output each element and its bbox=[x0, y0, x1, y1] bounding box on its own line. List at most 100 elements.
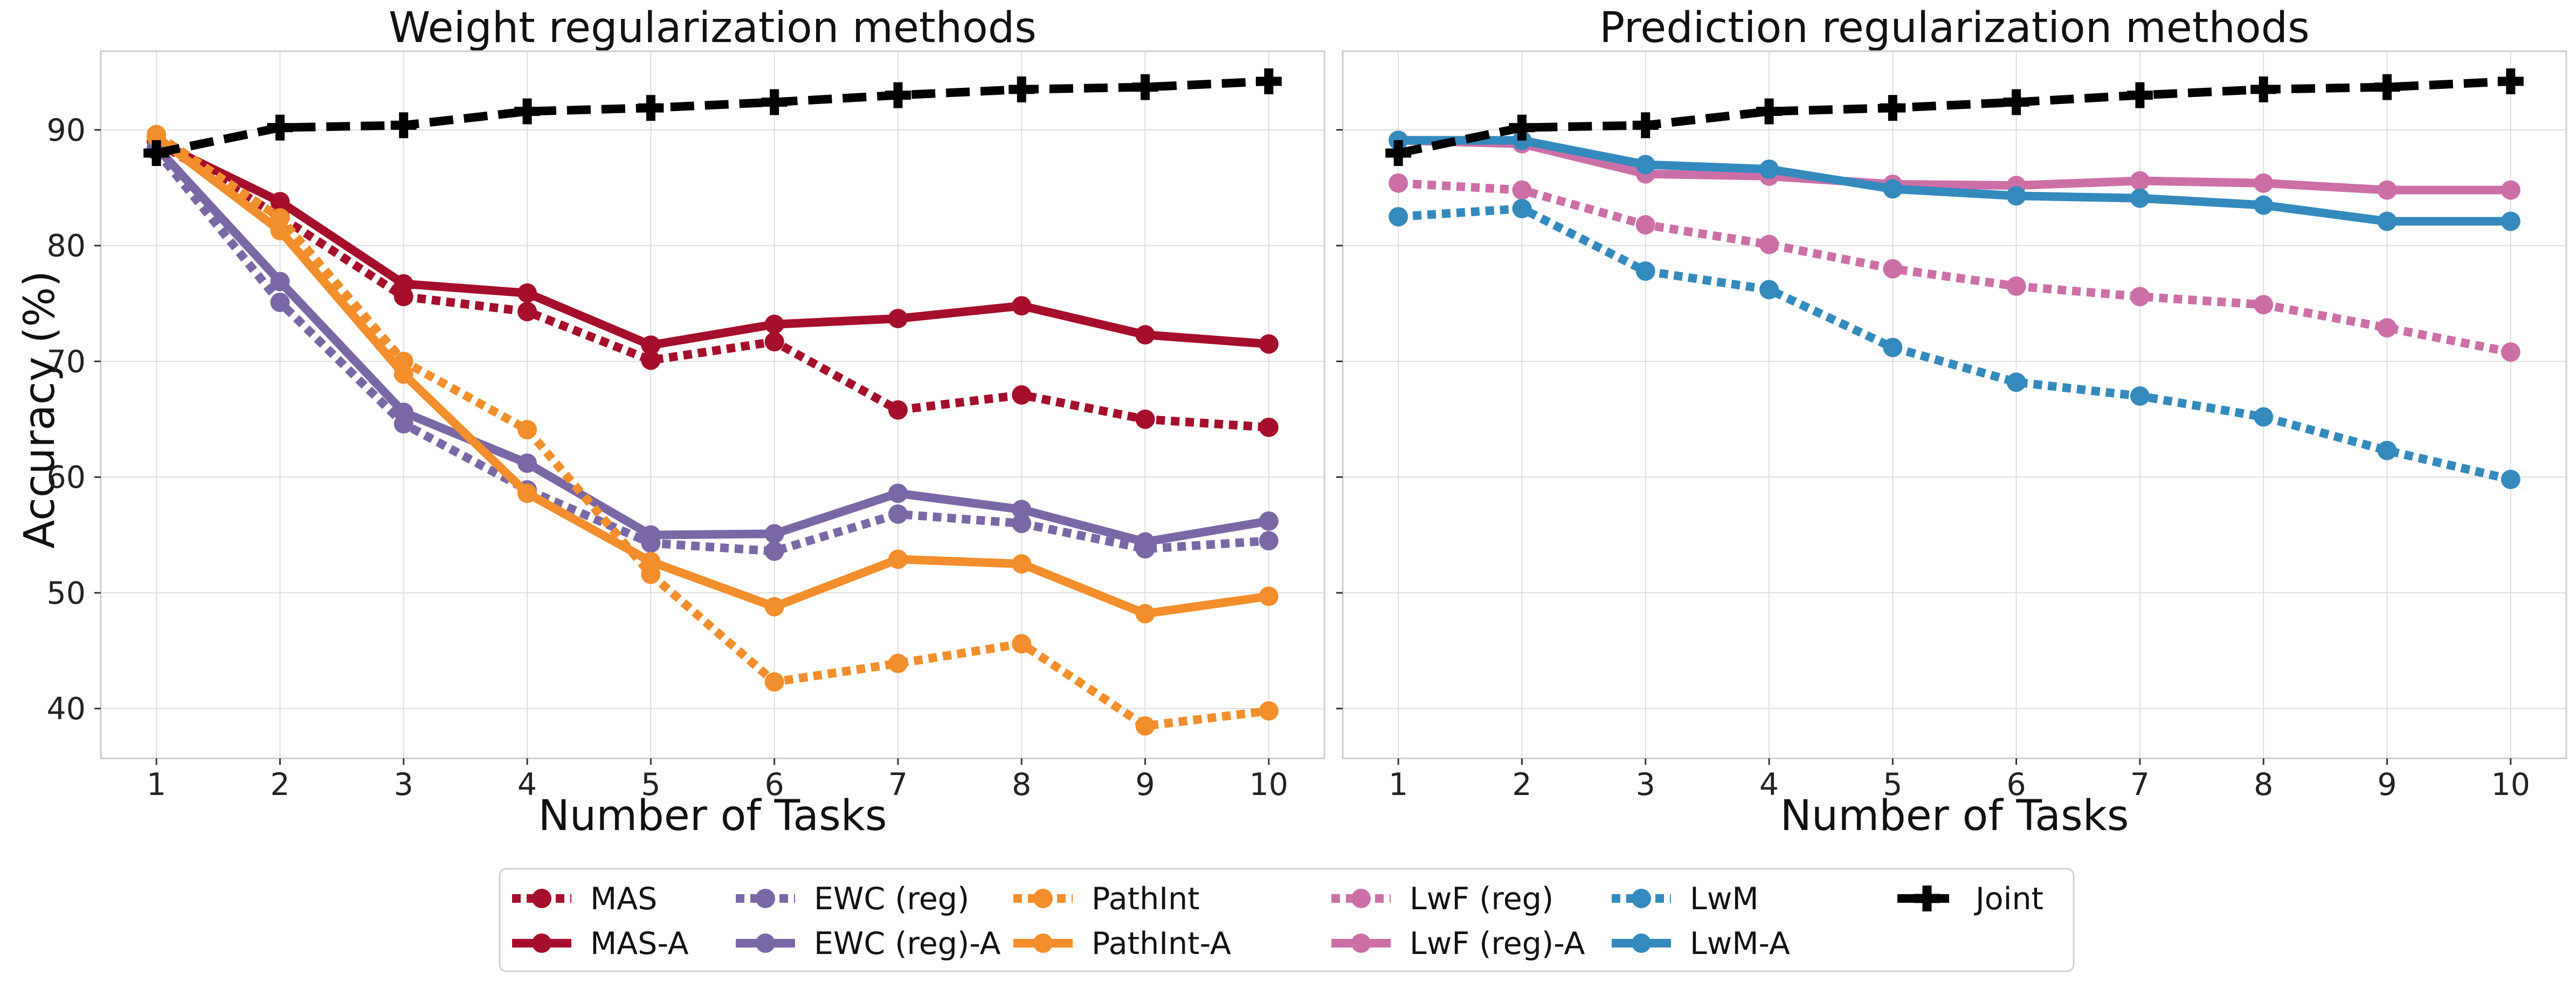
legend-marker bbox=[756, 933, 775, 953]
series-line bbox=[154, 133, 1269, 618]
data-point bbox=[270, 220, 290, 240]
data-point bbox=[1135, 604, 1155, 624]
x-tick-label: 6 bbox=[2007, 767, 2026, 803]
data-point bbox=[1135, 325, 1155, 345]
legend: MAS MAS-A EWC (reg) EWC (reg)-A PathInt PathI… bbox=[499, 868, 2075, 972]
data-point bbox=[761, 89, 788, 115]
data-point bbox=[2250, 76, 2277, 102]
legend-marker bbox=[1632, 933, 1651, 953]
legend-label: MAS-A bbox=[590, 926, 689, 962]
data-point bbox=[885, 82, 911, 108]
legend-label: LwM-A bbox=[1690, 926, 1790, 962]
legend-entry-lwf-reg: LwF (reg) bbox=[1331, 881, 1553, 917]
data-point bbox=[641, 350, 661, 370]
series-line bbox=[1398, 178, 2512, 357]
panel-prediction-regularization: Prediction regularization methods Number… bbox=[1336, 4, 2567, 840]
data-point bbox=[1635, 215, 1655, 235]
data-point bbox=[1012, 500, 1032, 520]
legend-marker bbox=[532, 933, 551, 953]
data-point bbox=[1635, 261, 1655, 281]
x-tick-label: 3 bbox=[1636, 767, 1655, 803]
data-point bbox=[390, 112, 417, 139]
series-line bbox=[153, 148, 1269, 556]
data-point bbox=[1509, 114, 1535, 141]
legend-marker bbox=[1351, 933, 1371, 953]
data-point bbox=[517, 483, 537, 503]
data-point bbox=[764, 597, 784, 617]
data-point bbox=[1385, 140, 1412, 166]
data-point bbox=[1883, 259, 1903, 279]
data-point bbox=[1259, 586, 1279, 606]
data-point bbox=[1255, 68, 1282, 94]
data-point bbox=[764, 672, 784, 692]
legend-label: PathInt-A bbox=[1092, 926, 1231, 962]
data-point bbox=[1135, 409, 1155, 429]
data-point bbox=[514, 98, 541, 125]
x-tick-label: 1 bbox=[1389, 767, 1408, 803]
data-point bbox=[393, 364, 413, 384]
legend-entry-lwm: LwM bbox=[1612, 881, 1759, 917]
data-point bbox=[1389, 207, 1408, 227]
legend-label: LwF (reg) bbox=[1410, 881, 1553, 917]
data-point bbox=[267, 114, 293, 141]
data-point bbox=[1635, 155, 1655, 175]
data-point bbox=[2501, 211, 2520, 231]
x-tick-label: 5 bbox=[641, 767, 660, 803]
data-point bbox=[1259, 531, 1279, 551]
data-point bbox=[2006, 372, 2026, 392]
x-tick-label: 1 bbox=[147, 767, 166, 803]
data-point bbox=[2501, 180, 2520, 200]
data-point bbox=[2497, 68, 2524, 94]
y-tick-label: 60 bbox=[46, 460, 86, 495]
data-point bbox=[888, 400, 908, 420]
data-point bbox=[517, 302, 537, 322]
data-point bbox=[2377, 440, 2397, 460]
series-line bbox=[153, 144, 1270, 547]
y-tick-label: 50 bbox=[46, 576, 86, 611]
data-point bbox=[2254, 173, 2274, 193]
series-lwf-reg bbox=[1389, 173, 2520, 362]
legend-label: EWC (reg)-A bbox=[814, 926, 1001, 962]
data-point bbox=[1759, 234, 1779, 254]
legend-entry-joint: Joint bbox=[1897, 881, 2043, 917]
series-line bbox=[155, 77, 1269, 157]
data-point bbox=[2006, 186, 2026, 206]
x-tick-label: 8 bbox=[2254, 767, 2273, 803]
data-point bbox=[1135, 716, 1155, 736]
panel-weight-regularization: Weight regularization methods Number of … bbox=[46, 4, 1325, 840]
data-point bbox=[143, 140, 170, 166]
series-joint bbox=[143, 68, 1282, 166]
x-tick-label: 9 bbox=[2377, 767, 2397, 803]
data-point bbox=[2254, 195, 2274, 215]
series-line bbox=[1397, 77, 2511, 157]
data-point bbox=[2130, 386, 2150, 406]
data-point bbox=[1012, 514, 1032, 534]
data-point bbox=[1132, 74, 1158, 100]
legend-label: EWC (reg) bbox=[814, 881, 969, 917]
data-point bbox=[641, 525, 661, 545]
data-point bbox=[393, 274, 413, 294]
y-axis-label: Accuracy (%) bbox=[16, 271, 64, 549]
x-tick-label: 5 bbox=[1883, 767, 1902, 803]
legend-entry-mas-a: MAS-A bbox=[512, 926, 689, 962]
data-point bbox=[517, 420, 537, 440]
data-point bbox=[2003, 89, 2029, 115]
data-point bbox=[2130, 287, 2150, 307]
data-point bbox=[1259, 334, 1279, 354]
legend-entry-mas: MAS bbox=[512, 881, 657, 917]
data-point bbox=[517, 453, 537, 473]
data-point bbox=[1512, 199, 1532, 219]
data-point bbox=[1009, 76, 1035, 102]
legend-entry-pathint: PathInt bbox=[1013, 881, 1200, 917]
data-point bbox=[1880, 95, 1906, 121]
data-point bbox=[270, 192, 290, 212]
data-point bbox=[1012, 554, 1032, 574]
data-point bbox=[1012, 385, 1032, 405]
data-point bbox=[1259, 511, 1279, 531]
x-tick-label: 3 bbox=[394, 767, 413, 803]
x-tick-label: 8 bbox=[1012, 767, 1031, 803]
legend-marker bbox=[1033, 933, 1053, 953]
data-point bbox=[888, 504, 908, 524]
data-point bbox=[638, 95, 664, 121]
series-line bbox=[154, 137, 1269, 432]
